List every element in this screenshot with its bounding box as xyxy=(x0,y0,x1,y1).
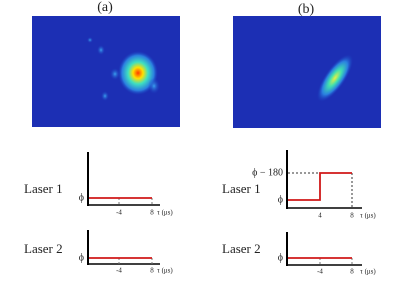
axis-label: τ (μs) xyxy=(157,209,173,217)
axis-label: τ (μs) xyxy=(157,267,173,275)
timing-plot xyxy=(87,230,160,265)
image-a xyxy=(32,16,180,127)
laser-label: Laser 1 xyxy=(222,181,261,196)
tick-label: 8 xyxy=(350,268,354,276)
timing-plot xyxy=(286,150,362,209)
phase-label: ϕ xyxy=(278,252,283,263)
tick-label: 8 xyxy=(350,212,354,220)
tick-label: 4 xyxy=(318,212,322,220)
phase-label: ϕ xyxy=(278,194,283,205)
timing-plot xyxy=(286,232,362,266)
axis-label: τ (μs) xyxy=(360,212,376,220)
tick-label: -4 xyxy=(116,267,122,275)
panel-label: (a) xyxy=(97,0,113,15)
phase-label: ϕ xyxy=(79,192,84,203)
image-b xyxy=(233,16,381,128)
panel-label: (b) xyxy=(298,2,315,17)
tick-label: -4 xyxy=(116,209,122,217)
laser-label: Laser 2 xyxy=(24,241,63,256)
axis-label: τ (μs) xyxy=(360,268,376,276)
laser-label: Laser 1 xyxy=(24,181,63,196)
laser-label: Laser 2 xyxy=(222,241,261,256)
phase-label: ϕ − 180 xyxy=(252,167,283,178)
phase-label: ϕ xyxy=(79,252,84,263)
tick-label: 8 xyxy=(150,209,154,217)
tick-label: -4 xyxy=(317,268,323,276)
tick-label: 8 xyxy=(150,267,154,275)
timing-plot xyxy=(87,152,160,206)
